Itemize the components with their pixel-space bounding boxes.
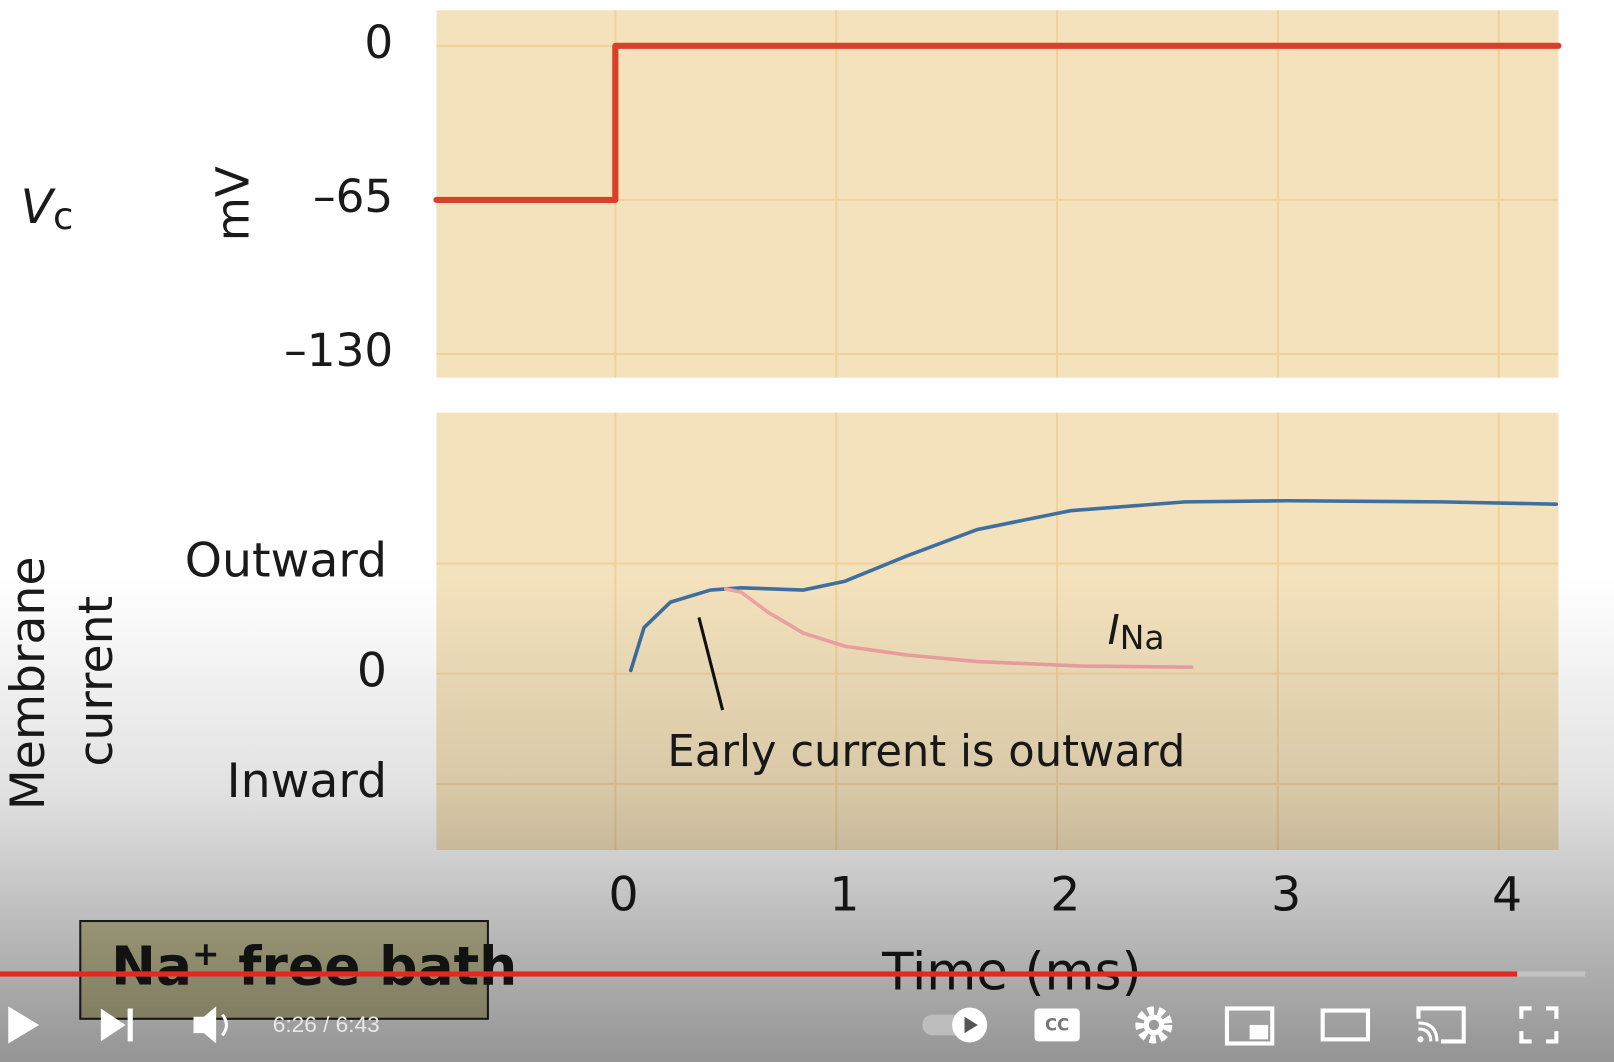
series-line [433,42,1562,204]
theater-button[interactable] [1320,1008,1371,1042]
time-display: 6:26 / 6:43 [273,1012,380,1037]
voltage-unit: mV [207,166,260,241]
settings-button[interactable] [1135,1006,1173,1044]
captions-button[interactable]: CC [1034,1008,1080,1042]
y-tick-label: 0 [364,16,393,69]
voltage-panel [436,10,1559,378]
voltage-symbol: Vc [21,180,74,238]
autoplay-toggle[interactable] [922,1007,988,1043]
symbol: V [21,180,57,235]
play-button[interactable] [8,1006,40,1044]
volume-button[interactable] [193,1006,228,1044]
y-tick-label: –130 [284,324,393,377]
y-tick-label: –65 [313,170,393,223]
player-shade [0,576,1614,1062]
subscript: c [53,195,73,238]
fullscreen-button[interactable] [1519,1006,1559,1044]
svg-text:CC: CC [1045,1015,1069,1034]
progress-played[interactable] [0,971,1518,977]
next-button[interactable] [100,1008,133,1042]
miniplayer-button[interactable] [1224,1006,1275,1046]
chart: 0 –65 –130 [284,10,1562,378]
cast-button[interactable] [1416,1006,1466,1044]
